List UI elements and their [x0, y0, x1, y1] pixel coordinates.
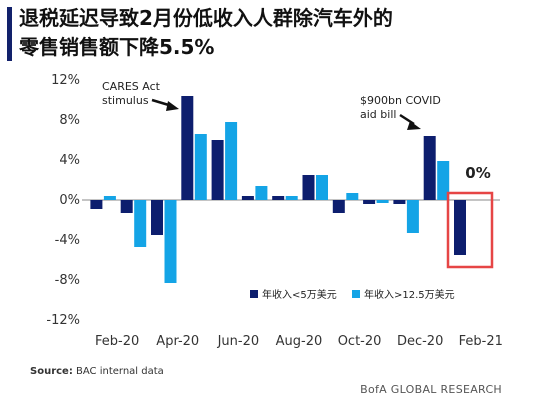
bar-low-income-aug-20	[272, 196, 285, 200]
y-tick-label: -12%	[46, 313, 80, 328]
bar-low-income-feb-20	[90, 200, 103, 209]
bar-low-income-nov-20	[363, 200, 376, 204]
legend-label-high-income: 年收入>12.5万美元	[364, 288, 455, 301]
bar-low-income-jun-20	[211, 140, 224, 200]
annotation-covid-line-2: aid bill	[360, 108, 396, 121]
bar-high-income-jul-20	[255, 186, 268, 200]
y-tick-label: 4%	[59, 153, 80, 168]
bar-high-income-sep-20	[316, 175, 328, 200]
x-tick-label: Oct-20	[338, 334, 382, 349]
annotation-covid-arrow-head	[407, 121, 421, 130]
x-tick-label: Dec-20	[397, 334, 443, 349]
chart-legend: 年收入<5万美元 年收入>12.5万美元	[250, 288, 455, 301]
x-tick-label: Apr-20	[156, 334, 199, 349]
bar-high-income-may-20	[194, 134, 207, 200]
bar-high-income-dec-20	[406, 200, 419, 233]
y-tick-label: 8%	[59, 113, 80, 128]
bar-high-income-oct-20	[346, 193, 359, 200]
chart-title: 退税延迟导致2月份低收入人群除汽车外的 零售销售额下降5.5%	[19, 4, 529, 62]
highlight-label: 0%	[465, 164, 490, 182]
chart-title-line-1: 退税延迟导致2月份低收入人群除汽车外的	[19, 6, 393, 30]
chart-labels: Feb-20 Apr-20 Jun-20 Aug-20 Oct-20 Dec-20 Feb-…	[95, 80, 503, 349]
x-tick-label: Feb-21	[459, 334, 503, 349]
y-tick-label: 0%	[59, 193, 80, 208]
bar-high-income-feb-20	[103, 196, 116, 200]
source-label: Source:	[30, 366, 73, 377]
bar-low-income-jul-20	[241, 196, 254, 200]
x-tick-label: Jun-20	[217, 334, 260, 349]
bar-high-income-jan-21	[437, 161, 450, 200]
highlight-box	[446, 191, 494, 269]
annotation-cares-arrow-head	[166, 101, 179, 111]
annotation-cares-line-2: stimulus	[102, 94, 149, 107]
title-accent-bar	[7, 7, 12, 61]
bar-low-income-dec-20	[393, 200, 406, 204]
bar-high-income-aug-20	[285, 196, 298, 200]
bar-low-income-feb-21	[454, 200, 466, 255]
source-text: BAC internal data	[76, 366, 164, 377]
x-tick-label: Aug-20	[276, 334, 323, 349]
bar-low-income-oct-20	[332, 200, 345, 213]
bar-low-income-jan-21	[423, 136, 436, 200]
brand-footer: BofA GLOBAL RESEARCH	[360, 383, 502, 396]
legend-swatch-low-income	[250, 290, 258, 298]
y-tick-label: 12%	[51, 73, 80, 88]
bar-high-income-mar-20	[134, 200, 147, 247]
bar-high-income-nov-20	[376, 200, 389, 203]
source-note: Source: BAC internal data	[30, 366, 164, 377]
chart-bars	[90, 96, 466, 283]
y-tick-label: -4%	[55, 233, 80, 248]
bar-low-income-apr-20	[151, 200, 163, 235]
bar-low-income-may-20	[181, 96, 194, 200]
bar-high-income-jun-20	[225, 122, 238, 200]
bar-low-income-mar-20	[120, 200, 133, 213]
x-tick-label: Feb-20	[95, 334, 139, 349]
annotation-cares-line-1: CARES Act	[102, 80, 161, 93]
bar-low-income-sep-20	[302, 175, 315, 200]
legend-swatch-high-income	[352, 290, 360, 298]
y-tick-label: -8%	[55, 273, 80, 288]
annotation-covid-line-1: $900bn COVID	[360, 94, 441, 107]
bar-high-income-apr-20	[164, 200, 177, 283]
legend-label-low-income: 年收入<5万美元	[262, 288, 337, 301]
chart-title-line-2: 零售销售额下降5.5%	[19, 35, 215, 59]
